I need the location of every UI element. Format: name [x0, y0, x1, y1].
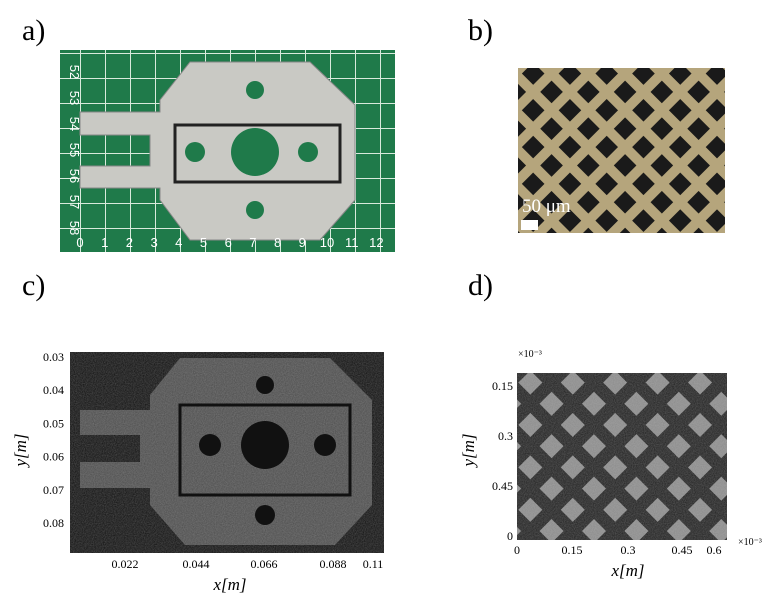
ruler-label: 11 — [345, 235, 359, 250]
scale-bar-label: 50 μm — [522, 196, 571, 217]
photo-pcb — [60, 50, 395, 252]
ruler-label: 55 — [67, 143, 82, 157]
figure: a) 012345678910111252535455565758 b) 50 … — [0, 0, 769, 594]
panel-label: d) — [468, 269, 493, 302]
y-tick-label: 0.07 — [43, 483, 64, 497]
ruler-label: 58 — [67, 221, 82, 235]
y-axis-label: y[m] — [459, 433, 478, 468]
ruler-label: 9 — [299, 235, 306, 250]
x-exponent: ×10⁻³ — [738, 537, 762, 548]
y-tick-label: 0.08 — [43, 516, 64, 530]
x-tick-label: 0.066 — [251, 557, 278, 571]
y-tick-label: 0.45 — [492, 479, 513, 493]
x-tick-label: 0.044 — [183, 557, 210, 571]
y-tick-label: 0.03 — [43, 350, 64, 364]
ruler-label: 54 — [67, 117, 82, 131]
ruler-label: 1 — [101, 235, 108, 250]
ruler-label: 5 — [200, 235, 207, 250]
ruler-label: 0 — [76, 235, 83, 250]
ruler-label: 3 — [150, 235, 157, 250]
y-axis-label: y[m] — [11, 433, 30, 468]
ruler-label: 4 — [175, 235, 182, 250]
panel-label: a) — [22, 14, 45, 47]
ruler-label: 2 — [126, 235, 133, 250]
ruler-label: 52 — [67, 65, 82, 79]
x-tick-label: 0.11 — [363, 557, 384, 571]
y-tick-label: 0.04 — [43, 383, 64, 397]
reconstruction-image — [70, 352, 384, 553]
panel-label: c) — [22, 269, 45, 302]
x-axis-label: x[m] — [212, 575, 246, 594]
ruler-label: 7 — [249, 235, 256, 250]
y-tick-label: 0.3 — [498, 429, 513, 443]
ruler-label: 56 — [67, 169, 82, 183]
y-tick-label: 0.06 — [43, 450, 64, 464]
x-tick-label: 0.3 — [621, 543, 636, 557]
x-tick-label: 0.088 — [320, 557, 347, 571]
ruler-label: 57 — [67, 195, 82, 209]
x-tick-label: 0.15 — [562, 543, 583, 557]
x-axis-label: x[m] — [610, 561, 644, 580]
x-tick-label: 0.6 — [707, 543, 722, 557]
ruler-label: 12 — [369, 235, 383, 250]
ruler-label: 10 — [320, 235, 334, 250]
reconstruction-image — [517, 373, 727, 540]
scale-bar — [521, 220, 538, 230]
y-tick-label: 0.05 — [43, 416, 64, 430]
x-tick-label: 0.022 — [112, 557, 139, 571]
ruler-label: 53 — [67, 91, 82, 105]
x-tick-label: 0.45 — [672, 543, 693, 557]
y-tick-label: 0.15 — [492, 379, 513, 393]
ruler-label: 6 — [225, 235, 232, 250]
x-tick-label: 0 — [514, 543, 520, 557]
panel-label: b) — [468, 14, 493, 47]
y-exponent: ×10⁻³ — [518, 349, 542, 360]
ruler-label: 8 — [274, 235, 281, 250]
y-tick-label: 0 — [507, 529, 513, 543]
